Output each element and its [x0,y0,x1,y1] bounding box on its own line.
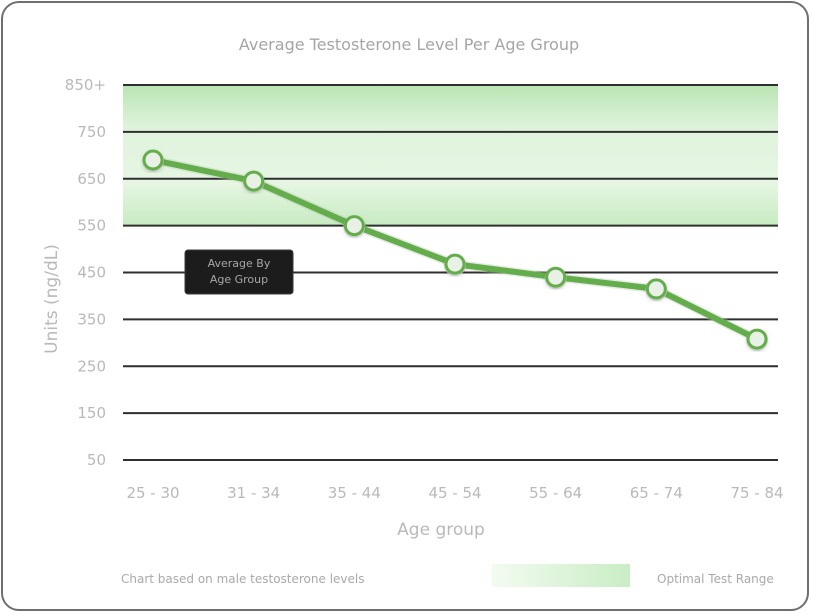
y-tick-label-650: 650 [77,170,106,188]
chart-svg: Average Testosterone Level Per Age Group… [42,35,784,587]
x-tick-label-2: 35 - 44 [328,484,381,502]
tooltip-box [184,249,294,295]
data-point-marker-4 [545,266,567,288]
chart-title: Average Testosterone Level Per Age Group [239,35,579,54]
y-tick-label-750: 750 [77,123,106,141]
data-point-marker-6 [746,328,768,350]
x-tick-label-6: 75 - 84 [730,484,783,502]
optimal-range-band [123,85,778,226]
x-tick-label-5: 65 - 74 [630,484,683,502]
y-tick-label-350: 350 [77,310,106,328]
data-point-1 [242,170,265,194]
data-point-marker-0 [142,149,164,171]
tooltip: Average By Age Group [184,249,294,295]
y-tick-label-150: 150 [77,404,106,422]
x-axis-title: Age group [397,520,485,540]
x-tick-label-4: 55 - 64 [529,484,582,502]
y-axis-title: Units (ng/dL) [42,244,62,354]
optimal-range-label: Optimal Test Range [657,572,774,586]
footer-note: Chart based on male testosterone levels [121,572,365,586]
x-tick-label-1: 31 - 34 [227,484,280,502]
data-point-0 [142,149,164,172]
data-point-5 [645,278,668,301]
data-point-6 [746,328,768,352]
y-tick-label-50: 50 [87,451,106,469]
plot-area: 50 150 250 350 450 550 650 750 850+ 25 - 30 31 - 3… [65,76,784,502]
data-point-marker-3 [444,253,466,275]
x-tick-label-0: 25 - 30 [126,484,179,502]
x-tick-label-3: 45 - 54 [428,484,481,502]
tooltip-line-2: Age Group [210,273,268,286]
y-tick-label-250: 250 [77,357,106,375]
data-point-3 [444,253,466,277]
data-point-marker-2 [343,215,365,237]
y-tick-label-550: 550 [77,217,106,235]
data-point-marker-5 [645,278,667,300]
y-tick-label-850: 850+ [65,76,106,94]
y-tick-label-450: 450 [77,264,106,282]
data-point-2 [343,215,366,238]
data-point-marker-1 [243,170,265,192]
data-point-4 [544,266,567,290]
tooltip-line-1: Average By [208,257,271,270]
optimal-range-swatch [492,564,630,587]
